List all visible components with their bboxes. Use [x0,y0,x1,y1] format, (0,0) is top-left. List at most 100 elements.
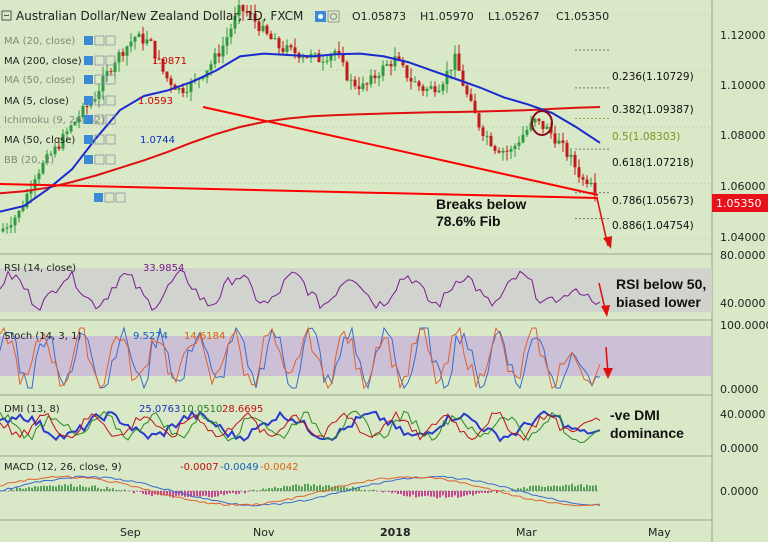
study-settings-icon[interactable] [104,192,115,203]
candle-body[interactable] [225,37,229,46]
study-settings-icon[interactable] [94,55,105,66]
candle-body[interactable] [545,126,549,130]
candle-body[interactable] [181,87,185,94]
candle-body[interactable] [125,46,129,56]
candle-body[interactable] [565,142,569,157]
candle-body[interactable] [373,75,377,79]
candle-body[interactable] [521,134,525,143]
candle-body[interactable] [57,146,61,149]
candle-body[interactable] [141,33,145,44]
study-legend[interactable]: BB (20, 2) [4,155,54,166]
candle-body[interactable] [265,25,269,34]
candle-body[interactable] [513,145,517,150]
candle-body[interactable] [437,90,441,93]
candle-body[interactable] [321,61,325,63]
candle-body[interactable] [37,173,41,180]
stoch-d-line[interactable] [0,326,601,390]
candle-body[interactable] [509,149,513,152]
candle-body[interactable] [289,45,293,48]
candle-body[interactable] [325,60,329,62]
study-settings-icon[interactable] [94,74,105,85]
candle-body[interactable] [345,62,349,81]
candle-body[interactable] [361,83,365,90]
candle-body[interactable] [493,146,497,151]
candle-body[interactable] [501,150,505,153]
candle-body[interactable] [229,28,233,38]
candle-body[interactable] [585,179,589,184]
candle-body[interactable] [13,217,17,226]
study-remove-icon[interactable] [115,192,126,203]
candle-body[interactable] [369,75,373,85]
candle-body[interactable] [85,106,89,108]
candle-body[interactable] [541,121,545,130]
dmi-adx-line[interactable] [0,410,601,443]
study-remove-icon[interactable] [105,35,116,46]
candle-body[interactable] [293,47,297,54]
candle-body[interactable] [517,142,521,146]
study-settings-icon[interactable] [94,154,105,165]
candle-body[interactable] [561,140,565,143]
candle-body[interactable] [389,64,393,67]
candle-body[interactable] [557,140,561,144]
candle-body[interactable] [77,117,81,122]
candle-body[interactable] [353,79,357,87]
candle-body[interactable] [157,58,161,60]
candle-body[interactable] [217,53,221,57]
candle-body[interactable] [109,71,113,73]
candle-body[interactable] [449,69,453,71]
candle-body[interactable] [113,62,117,72]
candle-body[interactable] [153,40,157,59]
candle-body[interactable] [497,150,501,153]
candle-body[interactable] [137,33,141,38]
candle-body[interactable] [241,5,245,12]
header-eye-icon[interactable] [315,11,326,22]
candle-body[interactable] [581,177,585,180]
rsi-line[interactable] [0,269,601,311]
candle-body[interactable] [61,133,65,149]
candle-body[interactable] [53,146,57,155]
study-remove-icon[interactable] [105,74,116,85]
study-settings-icon[interactable] [94,35,105,46]
candle-body[interactable] [457,53,461,71]
dmi-minus-line[interactable] [0,410,601,441]
candle-body[interactable] [505,150,509,152]
candle-body[interactable] [97,91,101,99]
candle-body[interactable] [41,162,45,174]
candle-body[interactable] [277,38,281,49]
candle-body[interactable] [101,75,105,92]
candle-body[interactable] [121,52,125,56]
candle-body[interactable] [17,210,21,218]
resistance-trendline[interactable] [202,106,599,196]
candle-body[interactable] [413,81,417,83]
collapse-icon[interactable] [1,10,12,21]
candle-body[interactable] [305,57,309,59]
study-visibility-icon[interactable] [84,155,93,164]
study-legend[interactable]: Ichimoku (9, 26, 52) [4,115,105,126]
candle-body[interactable] [273,38,277,40]
candle-body[interactable] [409,77,413,82]
candle-body[interactable] [69,125,73,132]
candle-body[interactable] [473,100,477,114]
rsi-down-arrow[interactable] [598,282,610,317]
candle-body[interactable] [341,54,345,63]
candle-body[interactable] [429,86,433,89]
candle-body[interactable] [161,58,165,72]
candle-body[interactable] [365,83,369,85]
candle-body[interactable] [397,56,401,61]
candle-body[interactable] [573,154,577,168]
candle-body[interactable] [477,113,481,128]
candle-body[interactable] [417,81,421,87]
candle-body[interactable] [489,135,493,147]
price-down-arrow[interactable] [596,197,612,249]
candle-body[interactable] [385,64,389,66]
symbol-title[interactable]: Australian Dollar/New Zealand Dollar, 1D… [16,9,303,23]
candle-body[interactable] [73,121,77,126]
study-settings-icon[interactable] [94,134,105,145]
candle-body[interactable] [553,133,557,144]
candle-body[interactable] [313,53,317,55]
candle-body[interactable] [249,12,253,14]
candle-body[interactable] [337,50,341,55]
dmi-legend[interactable]: DMI (13, 8) [4,404,60,415]
candle-body[interactable] [25,193,29,208]
candle-body[interactable] [149,39,153,41]
